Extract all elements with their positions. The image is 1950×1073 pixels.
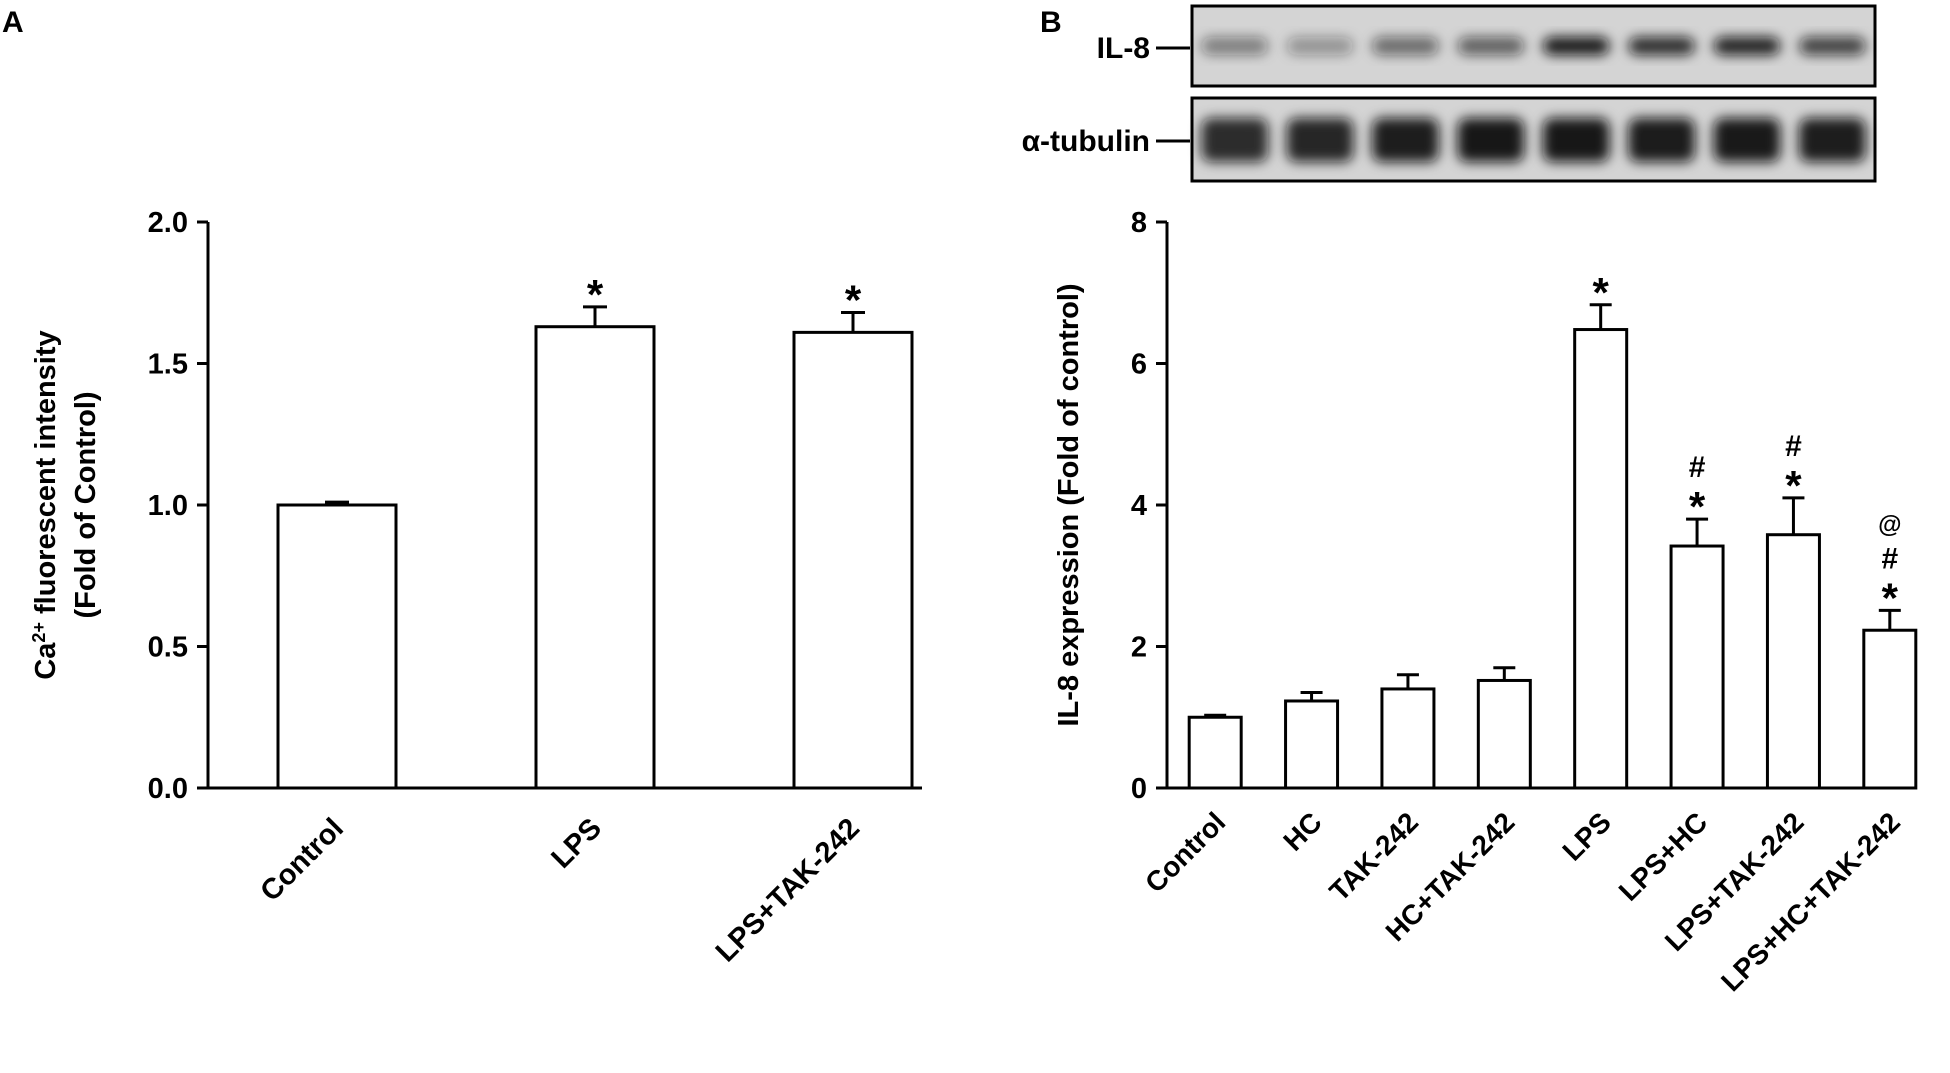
blot-band-il8 <box>1201 37 1268 55</box>
x-tick-label: HC <box>1277 806 1328 857</box>
blot-band-il8 <box>1457 37 1525 55</box>
significance-marker: # <box>1785 430 1802 463</box>
panel-a-letter: A <box>2 6 24 39</box>
y-tick-label: 2 <box>1131 632 1147 664</box>
x-tick-label: LPS+TAK-242 <box>710 812 866 968</box>
x-tick-label: TAK-242 <box>1323 806 1424 907</box>
x-tick-label: LPS <box>545 812 608 875</box>
panel-b-y-axis-title: IL-8 expression (Fold of control) <box>1053 283 1085 726</box>
blot-band-il8 <box>1628 37 1695 55</box>
bar <box>276 503 398 790</box>
blot-band-il8 <box>1799 37 1866 55</box>
x-tick-label: LPS+HC <box>1613 806 1714 907</box>
panel-b-chart: B IL-8 α-tubulin IL-8 expression (Fold o… <box>1022 4 1918 997</box>
bar <box>1380 687 1436 790</box>
significance-marker: * <box>1593 269 1610 316</box>
blot-band-tubulin <box>1799 118 1866 162</box>
significance-marker: * <box>587 271 604 318</box>
blot-band-tubulin <box>1628 118 1695 162</box>
x-tick-label: LPS <box>1556 806 1616 866</box>
bar <box>1765 533 1821 790</box>
x-tick-label: Control <box>254 812 350 908</box>
significance-marker: * <box>845 277 862 324</box>
blot-band-tubulin <box>1457 118 1525 162</box>
y-tick-label: 1.5 <box>148 349 188 381</box>
x-tick-label: Control <box>1139 806 1231 898</box>
western-blot: IL-8 α-tubulin <box>1022 4 1877 183</box>
bar <box>1476 678 1532 790</box>
significance-marker: * <box>1882 574 1899 621</box>
bar <box>1187 715 1243 790</box>
blot-label-tubulin: α-tubulin <box>1022 125 1150 158</box>
y-tick-label: 8 <box>1131 207 1147 239</box>
blot-band-tubulin <box>1542 118 1610 162</box>
y-tick-label: 2.0 <box>148 207 188 239</box>
y-tick-label: 6 <box>1131 349 1147 381</box>
bar <box>1862 628 1918 790</box>
panel-a-y-axis-title: Ca2+ fluorescent intensity <box>29 330 62 679</box>
bar <box>1284 699 1340 790</box>
y-tick-label: 0 <box>1131 773 1147 805</box>
x-tick-label: LPS+HC+TAK-242 <box>1715 806 1906 997</box>
blot-band-il8 <box>1372 37 1439 55</box>
panel-a-chart: A Ca2+ fluorescent intensity (Fold of Co… <box>2 6 922 968</box>
blot-band-il8 <box>1713 37 1781 55</box>
blot-band-tubulin <box>1286 118 1354 162</box>
significance-marker: # <box>1881 542 1898 575</box>
bar <box>1669 544 1725 790</box>
y-tick-label: 0.0 <box>148 773 188 805</box>
blot-band-il8 <box>1286 37 1354 55</box>
blot-band-tubulin <box>1713 118 1781 162</box>
y-tick-label: 0.5 <box>148 632 188 664</box>
bar <box>534 325 656 790</box>
blot-label-il8: IL-8 <box>1097 32 1150 65</box>
blot-band-il8 <box>1542 37 1610 55</box>
y-tick-label: 1.0 <box>148 490 188 522</box>
significance-marker: @ <box>1878 511 1901 538</box>
significance-marker: * <box>1689 483 1706 530</box>
blot-band-tubulin <box>1372 118 1439 162</box>
y-tick-label: 4 <box>1131 490 1147 522</box>
significance-marker: # <box>1689 451 1706 484</box>
panel-a-y-axis-title-line2: (Fold of Control) <box>70 391 102 618</box>
panel-b-letter: B <box>1040 6 1062 39</box>
significance-marker: * <box>1785 462 1802 509</box>
bar <box>1573 328 1629 790</box>
bar <box>792 330 914 790</box>
blot-band-tubulin <box>1201 118 1268 162</box>
